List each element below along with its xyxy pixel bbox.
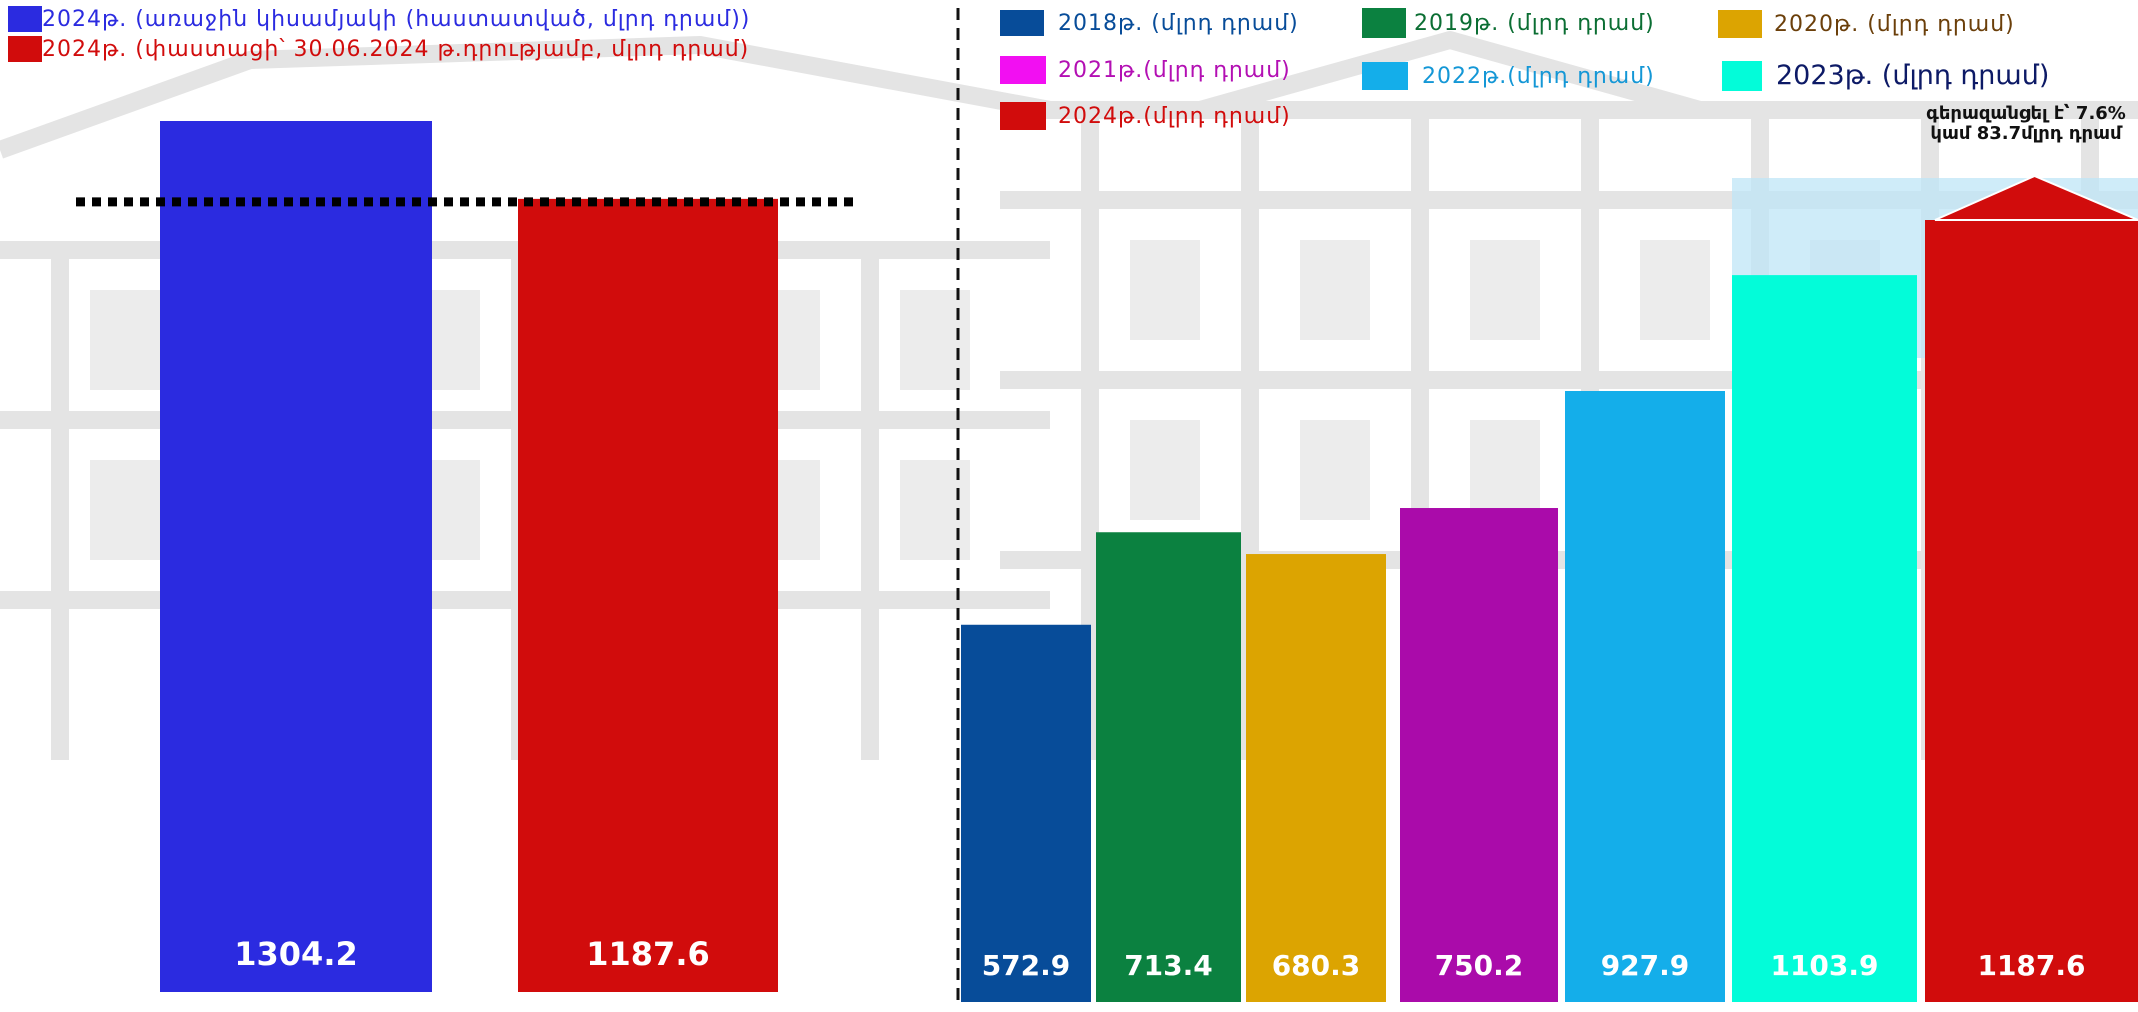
legend-label-2020: 2020թ. (մլրդ դրամ): [1774, 11, 2015, 37]
bar-2019: [1096, 532, 1241, 1002]
legend-swatch-2023: [1722, 60, 1762, 91]
exceed-arrow-marker: [1934, 174, 2138, 221]
legend-label-2024-planned: 2024թ. (առաջին կիսամյակի (հաստատված, մլր…: [42, 6, 751, 32]
bar-label-2022: 927.9: [1601, 949, 1690, 982]
bar-left-1: [160, 121, 432, 992]
legend-item-2020: 2020թ. (մլրդ դրամ): [1718, 10, 2015, 38]
legend-item-2023: 2023թ. (մլրդ դրամ): [1722, 60, 2049, 91]
legend-swatch-2022: [1362, 62, 1408, 90]
legend-swatch-2020: [1718, 10, 1762, 38]
bar-label-2021: 750.2: [1435, 949, 1524, 982]
bar-2020: [1246, 554, 1386, 1002]
legend-label-2019: 2019թ. (մլրդ դրամ): [1414, 10, 1655, 36]
bar-label-2020: 680.3: [1272, 949, 1361, 982]
legend-item-2024-actual: 2024թ. (փաստացի՝ 30.06.2024 թ.դրությամբ,…: [8, 36, 749, 62]
legend-label-2023: 2023թ. (մլրդ դրամ): [1776, 60, 2050, 91]
legend-label-2024: 2024թ.(մլրդ դրամ): [1058, 103, 1291, 129]
bar-2022: [1565, 391, 1725, 1002]
bar-2024: [1925, 220, 2138, 1002]
bar-label-left-2: 1187.6: [586, 935, 709, 973]
legend-swatch-2024: [1000, 102, 1046, 130]
legend-item-2024: 2024թ.(մլրդ դրամ): [1000, 102, 1291, 130]
bar-label-2019: 713.4: [1124, 949, 1213, 982]
bar-left-2: [518, 198, 778, 992]
bar-2023: [1732, 275, 1917, 1002]
bar-label-2024: 1187.6: [1977, 949, 2085, 982]
legend-item-2021: 2021թ.(մլրդ դրամ): [1000, 56, 1291, 84]
legend-item-2018: 2018թ. (մլրդ դրամ): [1000, 10, 1299, 36]
bar-2018: [961, 624, 1091, 1002]
bar-label-2018: 572.9: [982, 949, 1071, 982]
legend-item-2022: 2022թ.(մլրդ դրամ): [1362, 62, 1655, 90]
legend-label-2018: 2018թ. (մլրդ դրամ): [1058, 10, 1299, 36]
legend-swatch-2018: [1000, 10, 1044, 36]
bar-label-2023: 1103.9: [1770, 949, 1878, 982]
legend-swatch-2021: [1000, 56, 1046, 84]
legend-label-2021: 2021թ.(մլրդ դրամ): [1058, 57, 1291, 83]
legend-label-2022: 2022թ.(մլրդ դրամ): [1422, 63, 1655, 89]
legend-swatch-2024-planned: [8, 6, 42, 32]
bar-2021: [1400, 508, 1558, 1002]
bar-label-left-1: 1304.2: [234, 935, 357, 973]
legend-item-2019: 2019թ. (մլրդ դրամ): [1362, 8, 1655, 38]
legend-label-2024-actual: 2024թ. (փաստացի՝ 30.06.2024 թ.դրությամբ,…: [42, 36, 750, 62]
exceed-annotation: գերազանցել է՝ 7.6% կամ 83.7մլրդ դրամ: [1926, 103, 2126, 144]
legend-swatch-2019: [1362, 8, 1406, 38]
legend-item-2024-planned: 2024թ. (առաջին կիսամյակի (հաստատված, մլր…: [8, 6, 750, 32]
legend-swatch-2024-actual: [8, 36, 42, 62]
